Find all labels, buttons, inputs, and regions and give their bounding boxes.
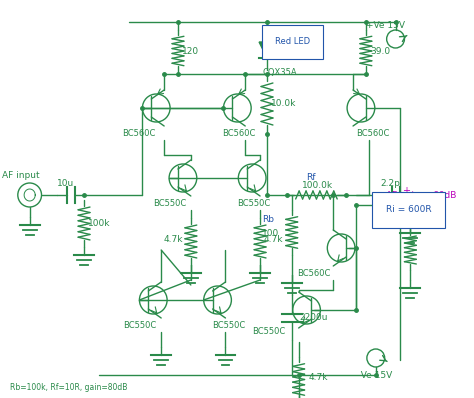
Text: 100.0k: 100.0k (301, 181, 333, 189)
Text: CQX35A: CQX35A (262, 68, 297, 76)
Text: Rf: Rf (307, 172, 316, 181)
Text: Ri = 600R: Ri = 600R (386, 205, 431, 215)
Text: BC560C: BC560C (122, 129, 155, 137)
Text: BC560C: BC560C (297, 269, 330, 277)
Circle shape (399, 193, 422, 217)
Text: 4.7k: 4.7k (309, 373, 328, 382)
Text: 100: 100 (262, 228, 279, 238)
Text: +Ve 15V: +Ve 15V (366, 21, 405, 29)
Text: 100k: 100k (88, 219, 110, 228)
Text: 10u: 10u (57, 178, 74, 187)
Text: 2.2p: 2.2p (381, 178, 401, 187)
Text: BC550C: BC550C (252, 328, 285, 336)
Text: BC560C: BC560C (222, 129, 256, 137)
Text: Rb=100k, Rf=10R, gain=80dB: Rb=100k, Rf=10R, gain=80dB (10, 384, 127, 392)
Text: 2200u: 2200u (300, 312, 328, 322)
Text: 10.0k: 10.0k (271, 100, 296, 109)
Text: BC550C: BC550C (213, 320, 246, 330)
Text: BC560C: BC560C (356, 129, 389, 137)
Text: Red LED: Red LED (275, 37, 310, 47)
Text: AF input: AF input (2, 170, 40, 179)
Polygon shape (259, 42, 275, 58)
Text: 120: 120 (182, 47, 199, 57)
Text: BC550C: BC550C (153, 199, 187, 207)
Text: Rb: Rb (262, 215, 274, 224)
Text: V: V (406, 200, 415, 210)
Text: BC550C: BC550C (124, 320, 157, 330)
Text: BC550C: BC550C (237, 199, 271, 207)
Text: 4.7k: 4.7k (264, 236, 283, 244)
Text: -Ve 15V: -Ve 15V (358, 371, 392, 380)
Text: +: + (402, 186, 410, 196)
Text: AF gain = 60dB: AF gain = 60dB (386, 191, 456, 199)
Text: 39.0: 39.0 (370, 47, 390, 57)
Text: 4.7k: 4.7k (163, 236, 182, 244)
